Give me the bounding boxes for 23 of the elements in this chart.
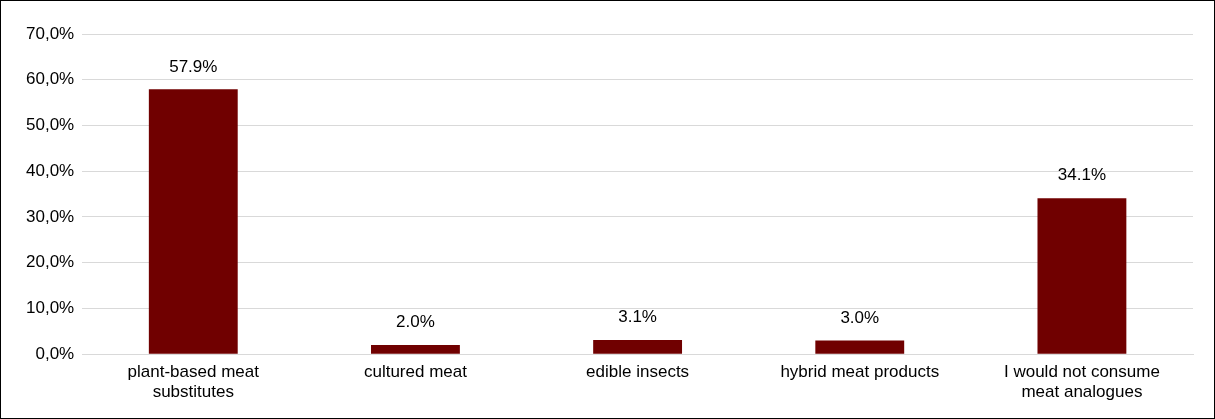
y-tick-label: 30,0%: [26, 206, 75, 226]
x-tick-label: I would not consume meat analogues: [1003, 362, 1160, 402]
x-tick-label: plant-based meat substitutes: [127, 362, 260, 402]
data-label: 34.1%: [1057, 165, 1107, 185]
bar: [148, 89, 238, 354]
y-tick-label: 20,0%: [26, 252, 75, 272]
y-tick-label: 50,0%: [26, 115, 75, 135]
y-tick-label: 60,0%: [26, 69, 75, 89]
bar: [371, 345, 460, 354]
y-tick-label: 70,0%: [26, 23, 75, 43]
y-tick-label: 40,0%: [26, 160, 75, 180]
data-label: 3.0%: [840, 307, 880, 327]
data-label: 3.1%: [618, 307, 657, 327]
data-label: 57.9%: [169, 56, 218, 76]
data-label: 2.0%: [396, 312, 435, 332]
bar: [815, 340, 905, 354]
x-tick-label: cultured meat: [363, 362, 468, 382]
y-tick-label: 10,0%: [26, 298, 75, 318]
x-tick-label: edible insects: [586, 362, 690, 382]
bar: [1037, 198, 1127, 354]
y-tick-label: 0,0%: [35, 343, 75, 363]
bar: [593, 340, 683, 354]
x-tick-label: hybrid meat products: [780, 362, 940, 382]
